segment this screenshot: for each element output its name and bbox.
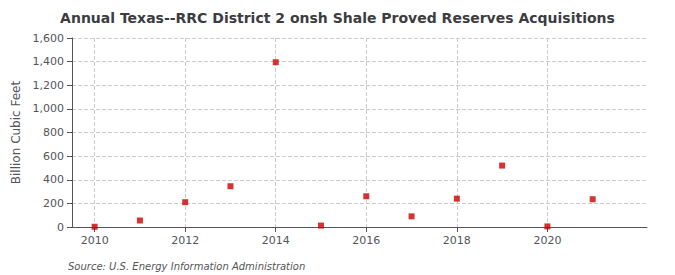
svg-text:1,600: 1,600 <box>33 32 65 45</box>
svg-text:600: 600 <box>43 150 64 163</box>
svg-text:400: 400 <box>43 173 64 186</box>
svg-text:Annual Texas--RRC District 2 o: Annual Texas--RRC District 2 onsh Shale … <box>60 10 615 26</box>
svg-text:2018: 2018 <box>443 234 471 247</box>
svg-text:2014: 2014 <box>262 234 290 247</box>
svg-text:Billion Cubic Feet: Billion Cubic Feet <box>9 81 23 185</box>
svg-text:2016: 2016 <box>352 234 380 247</box>
svg-text:1,200: 1,200 <box>33 79 65 92</box>
svg-text:1,000: 1,000 <box>33 102 65 115</box>
svg-text:Source: U.S. Energy Informatio: Source: U.S. Energy Information Administ… <box>68 261 305 272</box>
svg-text:0: 0 <box>57 221 64 234</box>
svg-text:2010: 2010 <box>81 234 109 247</box>
svg-text:200: 200 <box>43 197 64 210</box>
svg-text:800: 800 <box>43 126 64 139</box>
svg-text:2012: 2012 <box>171 234 199 247</box>
svg-text:2020: 2020 <box>533 234 561 247</box>
svg-text:1,400: 1,400 <box>33 55 65 68</box>
